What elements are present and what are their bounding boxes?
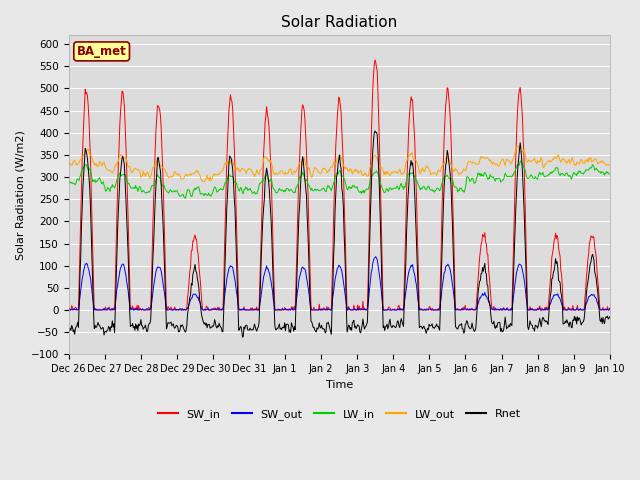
Rnet [239,334,246,340]
Rnet [371,128,379,134]
SW_out [214,306,221,312]
Line: Rnet: Rnet [68,131,610,337]
Rnet [131,324,138,329]
SW_in [606,305,614,311]
LW_in [65,178,72,184]
LW_out [214,171,222,177]
SW_in [422,307,429,313]
SW_in [185,278,193,284]
LW_out [75,160,83,166]
LW_out [200,179,208,185]
Title: Solar Radiation: Solar Radiation [281,15,397,30]
LW_in [517,158,525,164]
LW_in [182,195,189,201]
Line: SW_out: SW_out [68,257,610,310]
LW_out [513,143,521,148]
SW_in [371,57,379,63]
Rnet [606,314,614,320]
LW_out [65,160,72,166]
SW_in [406,111,413,117]
SW_out [606,306,614,312]
SW_in [75,307,83,312]
Line: LW_in: LW_in [68,161,610,198]
Legend: SW_in, SW_out, LW_in, LW_out, Rnet: SW_in, SW_out, LW_in, LW_out, Rnet [153,405,525,424]
LW_out [422,166,429,171]
LW_out [606,163,614,168]
X-axis label: Time: Time [326,380,353,390]
Rnet [406,163,414,168]
LW_in [406,171,413,177]
LW_out [185,171,193,177]
Rnet [185,300,193,306]
LW_in [131,185,138,191]
SW_out [372,254,380,260]
Rnet [422,330,430,336]
SW_in [214,304,221,310]
SW_in [131,305,138,311]
Line: LW_out: LW_out [68,145,610,182]
SW_in [65,307,72,313]
Rnet [75,324,83,330]
SW_out [422,307,429,313]
SW_out [406,266,413,272]
SW_out [65,307,72,313]
Text: BA_met: BA_met [77,45,127,58]
SW_out [75,307,83,313]
LW_in [75,177,83,183]
LW_out [131,167,138,172]
LW_in [422,186,429,192]
SW_out [185,301,193,307]
LW_out [406,153,413,159]
LW_in [214,188,222,194]
Line: SW_in: SW_in [68,60,610,310]
LW_in [606,171,614,177]
SW_out [131,307,138,313]
LW_in [186,189,194,194]
Y-axis label: Solar Radiation (W/m2): Solar Radiation (W/m2) [15,130,25,260]
Rnet [65,327,72,333]
Rnet [214,323,221,328]
